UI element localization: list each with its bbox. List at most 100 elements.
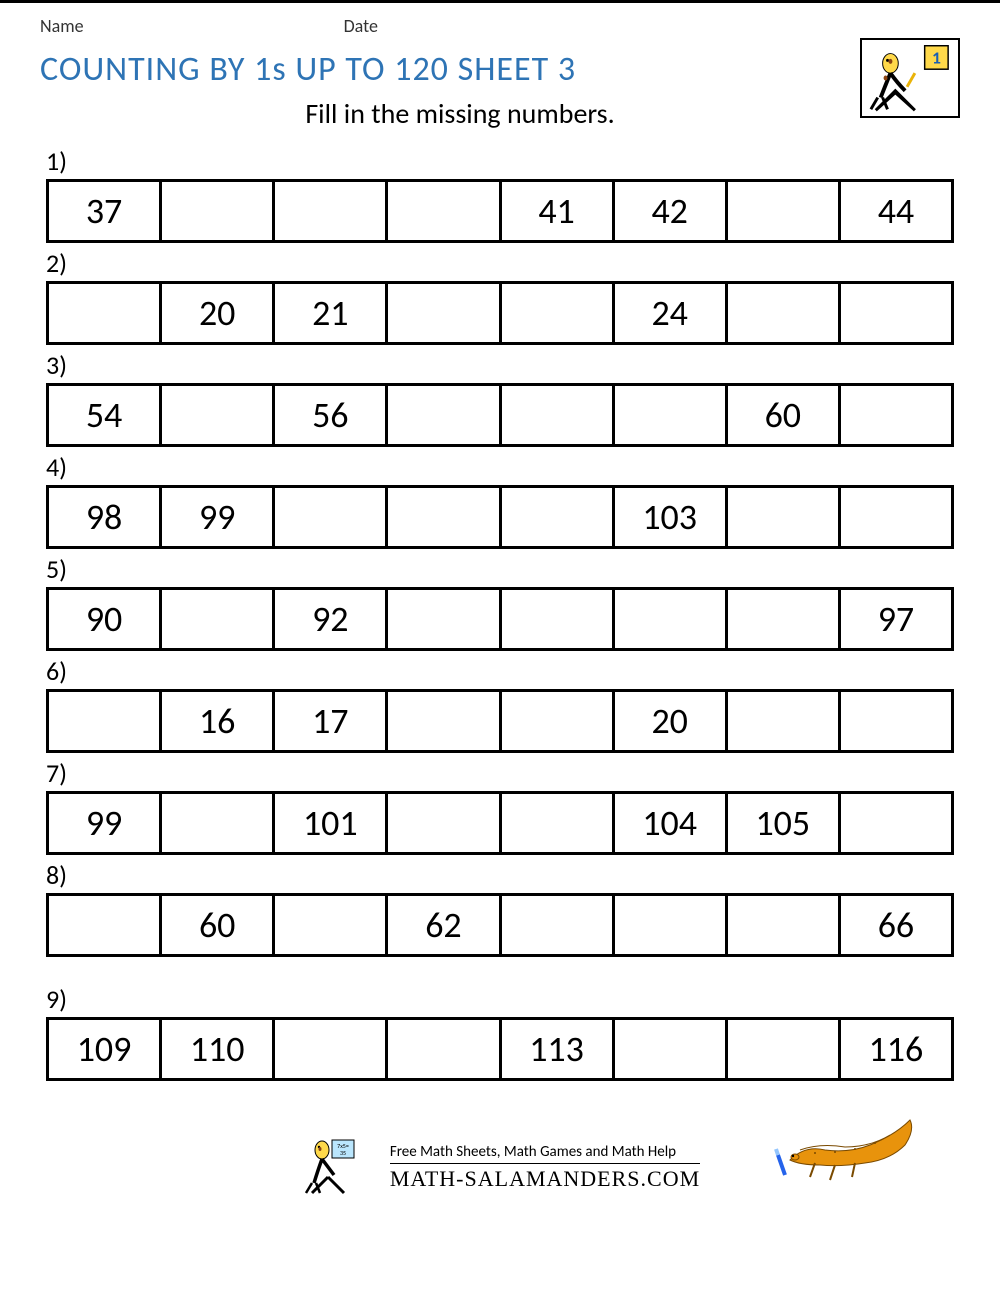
number-cell: 109	[49, 1020, 162, 1078]
problem-label: 4)	[40, 451, 960, 483]
blank-cell[interactable]	[388, 284, 501, 342]
number-cell: 105	[728, 794, 841, 852]
number-row: 99101104105	[46, 791, 954, 855]
blank-cell[interactable]	[841, 488, 951, 546]
date-label: Date	[344, 15, 378, 37]
number-cell: 16	[162, 692, 275, 750]
number-cell: 54	[49, 386, 162, 444]
blank-cell[interactable]	[388, 182, 501, 240]
blank-cell[interactable]	[841, 794, 951, 852]
number-row: 109110113116	[46, 1017, 954, 1081]
number-row: 37 4142 44	[46, 179, 954, 243]
blank-cell[interactable]	[275, 182, 388, 240]
problem-label: 6)	[40, 655, 960, 687]
blank-cell[interactable]	[728, 692, 841, 750]
problem-7: 7)99101104105	[40, 757, 960, 855]
blank-cell[interactable]	[728, 182, 841, 240]
page-footer: 7x5= 35 Free Math Sheets, Math Games and…	[40, 1135, 960, 1200]
problem-label: 7)	[40, 757, 960, 789]
problem-3: 3)545660	[40, 349, 960, 447]
problem-1: 1) 37 4142 44	[40, 145, 960, 243]
blank-cell[interactable]	[275, 488, 388, 546]
problem-6: 6)161720	[40, 655, 960, 753]
footer-site: MATH-SALAMANDERS.COM	[390, 1166, 700, 1192]
blank-cell[interactable]	[615, 386, 728, 444]
svg-text:35: 35	[340, 1149, 346, 1157]
number-cell: 97	[841, 590, 951, 648]
number-cell: 103	[615, 488, 728, 546]
blank-cell[interactable]	[388, 488, 501, 546]
blank-cell[interactable]	[841, 284, 951, 342]
blank-cell[interactable]	[162, 182, 275, 240]
number-cell: 37	[49, 182, 162, 240]
blank-cell[interactable]	[502, 692, 615, 750]
number-row: 161720	[46, 689, 954, 753]
worksheet-title: COUNTING BY 1s UP TO 120 SHEET 3	[40, 49, 960, 90]
number-cell: 41	[502, 182, 615, 240]
number-cell: 20	[615, 692, 728, 750]
number-cell: 92	[275, 590, 388, 648]
svg-text:1: 1	[932, 46, 941, 68]
problem-5: 5) 90 92 97	[40, 553, 960, 651]
problem-4: 4)9899103	[40, 451, 960, 549]
blank-cell[interactable]	[502, 794, 615, 852]
problem-label: 9)	[40, 983, 960, 1015]
blank-cell[interactable]	[162, 386, 275, 444]
number-cell: 90	[49, 590, 162, 648]
problem-2: 2)202124	[40, 247, 960, 345]
number-row: 60 62 66	[46, 893, 954, 957]
problem-label: 3)	[40, 349, 960, 381]
salamander-icon	[770, 1105, 920, 1200]
blank-cell[interactable]	[728, 590, 841, 648]
blank-cell[interactable]	[615, 1020, 728, 1078]
name-label: Name	[40, 15, 84, 37]
footer-tagline: Free Math Sheets, Math Games and Math He…	[390, 1143, 700, 1164]
blank-cell[interactable]	[162, 794, 275, 852]
grade-badge: 1	[860, 38, 960, 118]
blank-cell[interactable]	[615, 590, 728, 648]
blank-cell[interactable]	[502, 386, 615, 444]
number-cell: 60	[162, 896, 275, 954]
number-cell: 113	[502, 1020, 615, 1078]
blank-cell[interactable]	[728, 896, 841, 954]
blank-cell[interactable]	[388, 590, 501, 648]
blank-cell[interactable]	[502, 284, 615, 342]
blank-cell[interactable]	[388, 386, 501, 444]
blank-cell[interactable]	[728, 284, 841, 342]
blank-cell[interactable]	[728, 488, 841, 546]
number-row: 9899103	[46, 485, 954, 549]
number-cell: 60	[728, 386, 841, 444]
blank-cell[interactable]	[502, 488, 615, 546]
instruction-text: Fill in the missing numbers.	[0, 96, 960, 131]
blank-cell[interactable]	[49, 692, 162, 750]
number-cell: 62	[388, 896, 501, 954]
blank-cell[interactable]	[615, 896, 728, 954]
number-cell: 44	[841, 182, 951, 240]
blank-cell[interactable]	[49, 896, 162, 954]
number-cell: 20	[162, 284, 275, 342]
problem-label: 5)	[40, 553, 960, 585]
blank-cell[interactable]	[728, 1020, 841, 1078]
number-cell: 101	[275, 794, 388, 852]
number-cell: 98	[49, 488, 162, 546]
number-row: 202124	[46, 281, 954, 345]
blank-cell[interactable]	[275, 1020, 388, 1078]
problem-8: 8)606266	[40, 859, 960, 957]
problem-label: 1)	[40, 145, 960, 177]
blank-cell[interactable]	[502, 590, 615, 648]
number-cell: 24	[615, 284, 728, 342]
number-cell: 42	[615, 182, 728, 240]
blank-cell[interactable]	[49, 284, 162, 342]
number-cell: 66	[841, 896, 951, 954]
blank-cell[interactable]	[275, 896, 388, 954]
blank-cell[interactable]	[841, 386, 951, 444]
blank-cell[interactable]	[502, 896, 615, 954]
number-row: 545660	[46, 383, 954, 447]
blank-cell[interactable]	[162, 590, 275, 648]
problem-9: 9)109110113116	[40, 983, 960, 1081]
blank-cell[interactable]	[841, 692, 951, 750]
blank-cell[interactable]	[388, 794, 501, 852]
blank-cell[interactable]	[388, 692, 501, 750]
blank-cell[interactable]	[388, 1020, 501, 1078]
problems-list: 1)374142442)2021243)5456604)98991035)909…	[40, 145, 960, 1105]
